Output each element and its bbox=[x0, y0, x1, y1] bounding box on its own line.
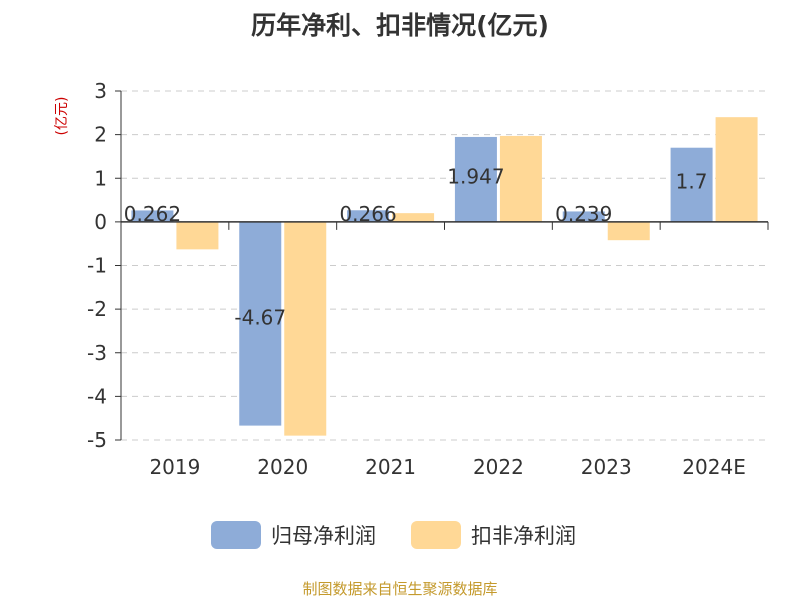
bar-2-2020 bbox=[284, 221, 327, 436]
legend-label-series2: 扣非净利润 bbox=[471, 524, 576, 548]
bar-2-2019 bbox=[176, 221, 219, 250]
bar-1-2020 bbox=[239, 221, 282, 426]
x-tick-label: 2020 bbox=[257, 455, 308, 479]
data-label: 0.266 bbox=[339, 202, 396, 226]
bar-1-2022 bbox=[454, 136, 497, 222]
y-tick-label: 1 bbox=[94, 166, 107, 190]
chart-title: 历年净利、扣非情况(亿元) bbox=[251, 11, 549, 40]
bar-2-2021 bbox=[392, 213, 435, 222]
x-tick-label: 2024E bbox=[682, 455, 746, 479]
y-tick-label: 0 bbox=[94, 210, 107, 234]
legend-item-series1[interactable]: 归母净利润 bbox=[211, 518, 376, 552]
bar-1-2021 bbox=[347, 210, 390, 222]
bar-1-2019 bbox=[131, 210, 174, 222]
data-label: -4.67 bbox=[234, 305, 286, 329]
y-tick-label: 2 bbox=[94, 123, 107, 147]
y-tick-label: -2 bbox=[87, 297, 107, 321]
y-tick-label: 3 bbox=[94, 79, 107, 103]
x-tick-label: 2019 bbox=[149, 455, 200, 479]
legend-label-series1: 归母净利润 bbox=[271, 524, 376, 548]
y-tick-label: -4 bbox=[87, 384, 107, 408]
data-label: 0.262 bbox=[124, 202, 181, 226]
data-label: 0.239 bbox=[555, 202, 612, 226]
bar-1-2024E bbox=[670, 147, 713, 222]
y-axis-label: (亿元) bbox=[54, 97, 70, 136]
legend-swatch-series2 bbox=[411, 521, 461, 549]
data-label: 1.7 bbox=[676, 170, 708, 194]
y-tick-label: -1 bbox=[87, 254, 107, 278]
x-tick-label: 2023 bbox=[581, 455, 632, 479]
bar-2-2022 bbox=[499, 135, 542, 222]
bar-1-2023 bbox=[562, 211, 605, 222]
x-tick-label: 2021 bbox=[365, 455, 416, 479]
bar-2-2023 bbox=[607, 221, 650, 241]
legend-item-series2[interactable]: 扣非净利润 bbox=[411, 518, 576, 552]
x-tick-label: 2022 bbox=[473, 455, 524, 479]
legend: 归母净利润 扣非净利润 bbox=[0, 518, 800, 552]
y-tick-label: -5 bbox=[87, 428, 107, 452]
y-tick-label: -3 bbox=[87, 341, 107, 365]
data-label: 1.947 bbox=[447, 165, 504, 189]
source-note: 制图数据来自恒生聚源数据库 bbox=[302, 580, 498, 598]
legend-swatch-series1 bbox=[211, 521, 261, 549]
bar-2-2024E bbox=[715, 117, 758, 222]
